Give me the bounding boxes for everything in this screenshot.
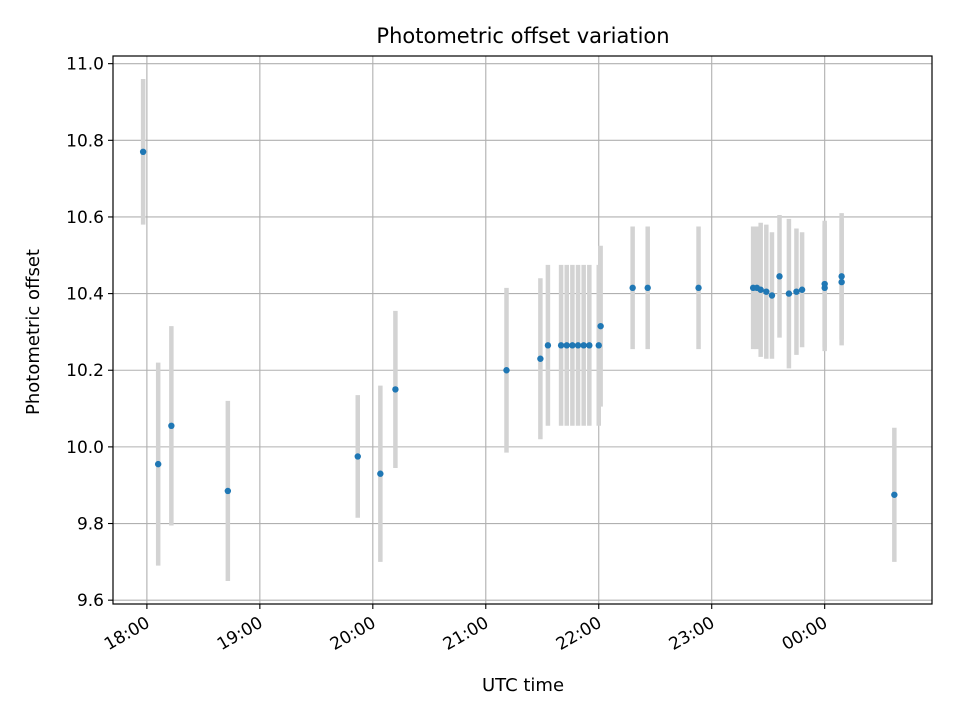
data-point xyxy=(793,288,800,295)
y-tick-label: 10.4 xyxy=(66,285,104,305)
data-point xyxy=(392,386,399,393)
data-point xyxy=(768,292,776,299)
data-points xyxy=(139,148,898,498)
data-point xyxy=(154,460,162,468)
data-point xyxy=(891,491,898,498)
data-point xyxy=(776,273,783,280)
x-axis-label: UTC time xyxy=(482,675,564,696)
data-point xyxy=(224,487,232,495)
data-point xyxy=(586,342,593,349)
data-point xyxy=(377,470,384,477)
data-point xyxy=(139,148,147,156)
data-point xyxy=(557,342,565,349)
data-point xyxy=(354,453,361,460)
data-point xyxy=(644,284,651,292)
y-axis-label: Photometric offset xyxy=(23,249,44,415)
data-point xyxy=(544,342,552,349)
y-tick-label: 9.8 xyxy=(77,515,104,535)
data-point xyxy=(537,355,544,362)
data-point xyxy=(595,342,602,349)
data-point xyxy=(785,290,793,297)
y-tick-label: 9.6 xyxy=(77,591,104,611)
data-point xyxy=(838,278,845,286)
data-point xyxy=(838,273,845,280)
y-tick-label: 10.6 xyxy=(66,208,104,228)
plot-frame xyxy=(112,55,933,605)
data-point xyxy=(168,422,175,430)
data-point xyxy=(580,342,587,349)
data-point xyxy=(574,342,582,349)
data-point xyxy=(821,280,828,288)
data-point xyxy=(563,342,570,349)
chart-title: Photometric offset variation xyxy=(376,24,669,48)
data-point xyxy=(757,286,764,293)
data-point xyxy=(629,284,636,292)
y-tick-label: 10.2 xyxy=(66,361,104,381)
y-tick-label: 10.0 xyxy=(66,438,104,458)
data-point xyxy=(695,284,702,292)
data-point xyxy=(503,367,510,374)
y-axis-ticks: 9.6 9.8 10.0 10.2 10.4 10.6 10.8 11.0 xyxy=(66,55,113,611)
data-point xyxy=(798,286,806,293)
grid-lines xyxy=(113,56,932,604)
y-tick-label: 10.8 xyxy=(66,131,104,151)
y-tick-label: 11.0 xyxy=(66,55,104,75)
data-point xyxy=(763,288,770,295)
data-point xyxy=(597,322,604,330)
data-point xyxy=(569,342,576,349)
